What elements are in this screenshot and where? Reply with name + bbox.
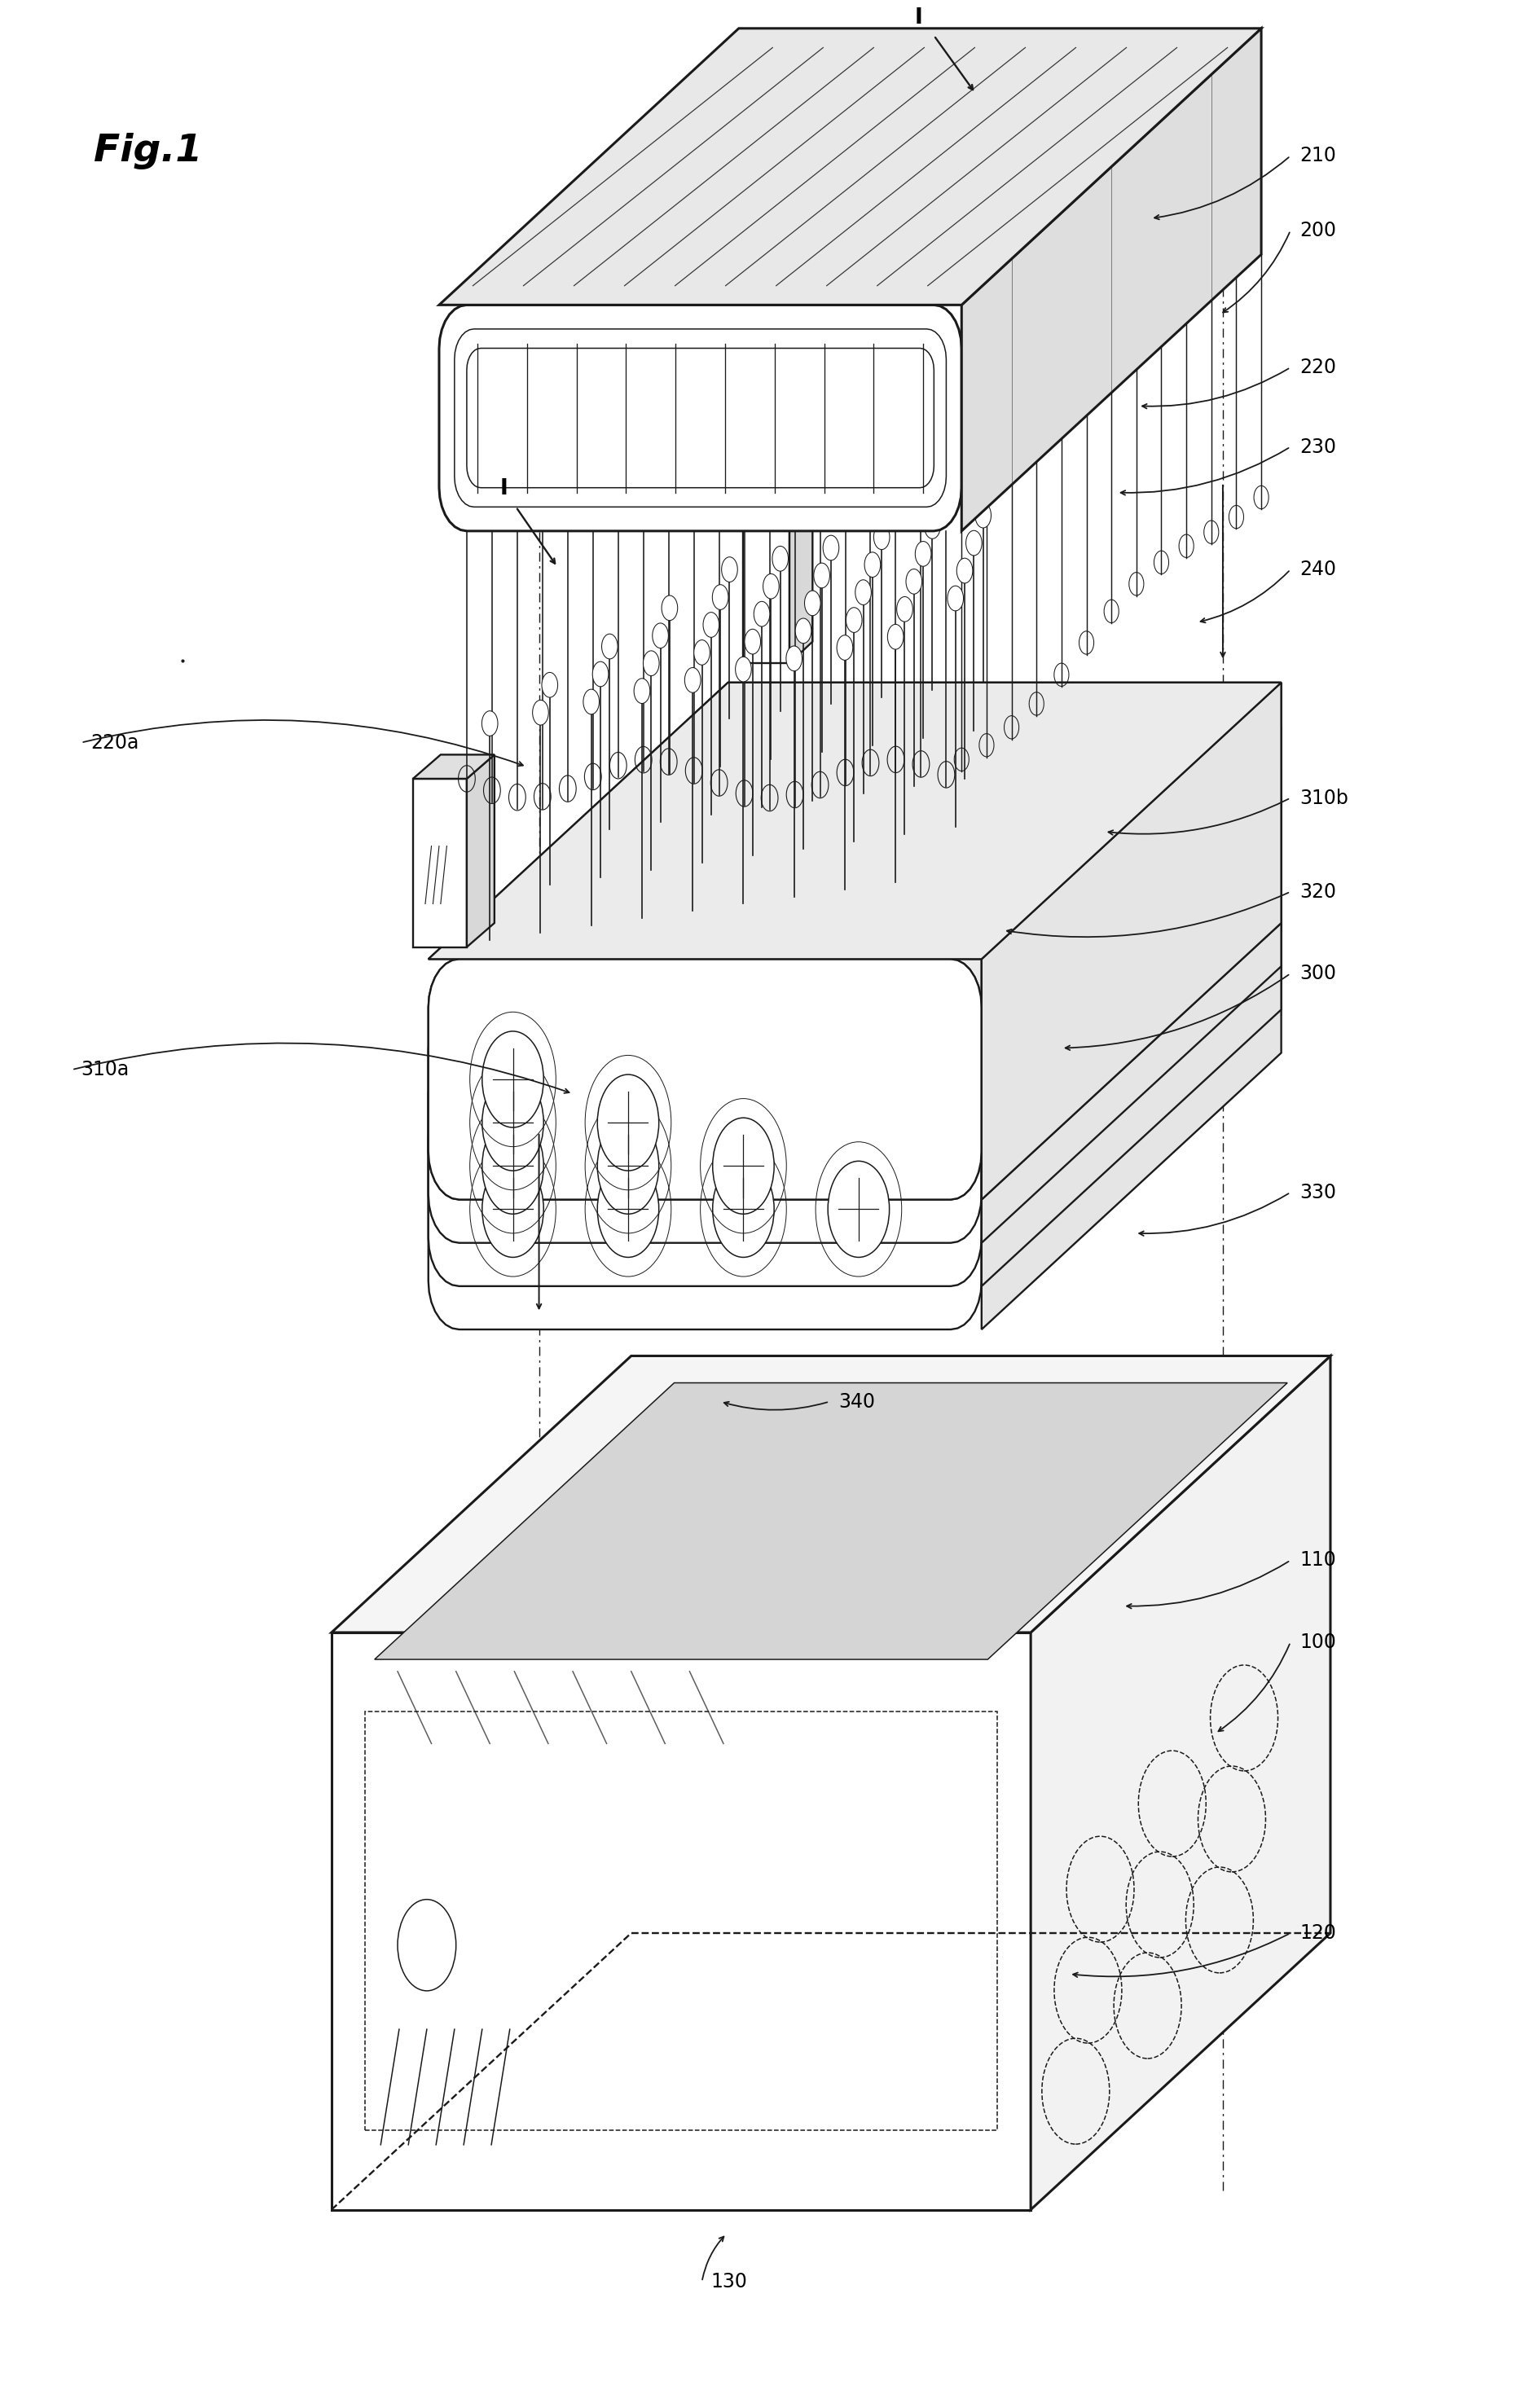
Polygon shape [428, 681, 1282, 958]
Polygon shape [790, 498, 813, 662]
Circle shape [685, 667, 700, 694]
Polygon shape [466, 754, 494, 946]
Circle shape [754, 602, 770, 626]
Circle shape [823, 535, 839, 561]
Polygon shape [982, 811, 1282, 1329]
Circle shape [763, 573, 779, 600]
Polygon shape [428, 1088, 982, 1329]
Circle shape [916, 542, 931, 566]
Text: 320: 320 [1299, 881, 1336, 901]
Text: 130: 130 [711, 2273, 748, 2292]
Polygon shape [1031, 1356, 1330, 2211]
Circle shape [713, 1117, 774, 1214]
Text: 330: 330 [1299, 1182, 1336, 1202]
Circle shape [837, 636, 853, 660]
Polygon shape [374, 1382, 1288, 1659]
Polygon shape [412, 754, 494, 778]
Circle shape [773, 547, 788, 571]
Circle shape [957, 559, 973, 583]
Circle shape [925, 513, 940, 539]
Circle shape [888, 624, 903, 650]
Circle shape [722, 556, 737, 583]
Polygon shape [743, 520, 790, 662]
Circle shape [482, 1031, 543, 1127]
Text: 220a: 220a [91, 732, 139, 751]
Circle shape [597, 1117, 659, 1214]
Circle shape [653, 624, 668, 648]
Circle shape [532, 701, 548, 725]
Text: 220: 220 [1299, 359, 1336, 378]
Text: 100: 100 [1299, 1633, 1336, 1652]
Polygon shape [331, 1356, 1330, 1633]
Polygon shape [428, 1045, 982, 1286]
Circle shape [736, 657, 751, 681]
Circle shape [694, 641, 709, 665]
Polygon shape [962, 29, 1262, 532]
Circle shape [814, 563, 830, 588]
Circle shape [643, 650, 659, 677]
Text: 240: 240 [1299, 559, 1336, 580]
Circle shape [482, 710, 497, 737]
Polygon shape [743, 498, 813, 520]
Circle shape [593, 662, 608, 686]
Polygon shape [412, 778, 466, 946]
Polygon shape [428, 958, 982, 1199]
Circle shape [634, 679, 649, 703]
Circle shape [897, 597, 913, 621]
Circle shape [976, 503, 991, 527]
Text: 210: 210 [1299, 147, 1336, 166]
Polygon shape [982, 768, 1282, 1286]
Circle shape [828, 1161, 890, 1257]
Circle shape [846, 607, 862, 633]
Polygon shape [439, 29, 1262, 306]
Circle shape [542, 672, 557, 698]
Circle shape [966, 530, 982, 556]
Polygon shape [439, 306, 962, 532]
Polygon shape [428, 811, 1282, 1088]
Polygon shape [982, 681, 1282, 1199]
Circle shape [482, 1161, 543, 1257]
Text: I: I [914, 7, 922, 29]
Circle shape [482, 1074, 543, 1170]
Circle shape [713, 585, 728, 609]
Circle shape [856, 580, 871, 604]
Polygon shape [428, 681, 1282, 958]
Polygon shape [331, 1633, 1031, 2211]
Text: 300: 300 [1299, 963, 1336, 982]
Circle shape [805, 590, 820, 616]
Polygon shape [428, 725, 1282, 1002]
Circle shape [865, 551, 880, 578]
Circle shape [745, 628, 760, 655]
Text: 200: 200 [1299, 222, 1336, 241]
Text: 110: 110 [1299, 1551, 1336, 1570]
Circle shape [602, 633, 617, 660]
Text: 120: 120 [1299, 1924, 1336, 1943]
Text: 310b: 310b [1299, 787, 1348, 807]
Circle shape [713, 1161, 774, 1257]
Circle shape [597, 1161, 659, 1257]
Polygon shape [428, 958, 982, 1199]
Circle shape [662, 595, 677, 621]
Circle shape [583, 689, 599, 715]
Circle shape [906, 568, 922, 595]
Text: Fig.1: Fig.1 [94, 132, 202, 169]
Polygon shape [982, 725, 1282, 1243]
Circle shape [796, 619, 811, 643]
Text: I: I [500, 479, 508, 501]
Circle shape [786, 645, 802, 672]
Circle shape [703, 612, 719, 638]
Circle shape [482, 1117, 543, 1214]
Polygon shape [428, 1002, 982, 1243]
Text: 310a: 310a [82, 1060, 129, 1079]
Text: 340: 340 [839, 1392, 876, 1411]
Circle shape [874, 525, 890, 549]
Text: 230: 230 [1299, 438, 1336, 458]
Polygon shape [428, 768, 1282, 1045]
Circle shape [948, 585, 963, 612]
Circle shape [597, 1074, 659, 1170]
Polygon shape [982, 681, 1282, 1199]
